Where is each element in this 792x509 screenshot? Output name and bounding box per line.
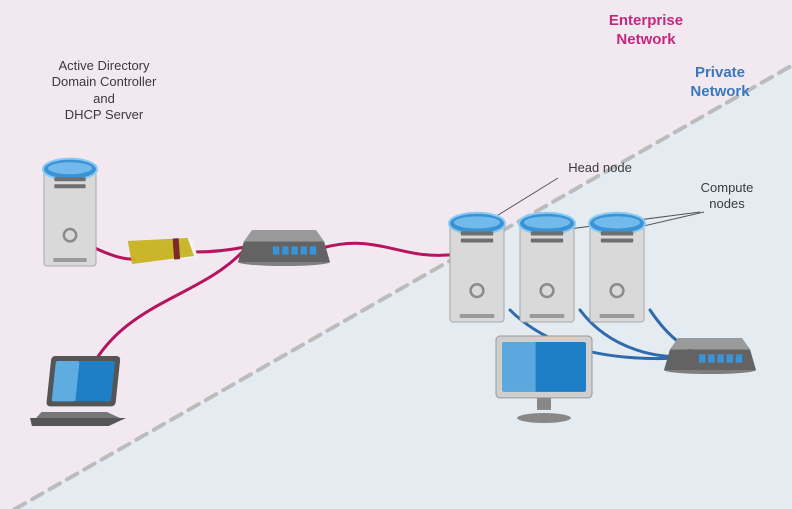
head-node-label: Head node	[540, 160, 660, 176]
compute-node-1-tower	[519, 213, 575, 322]
compute-nodes-label: Compute nodes	[682, 180, 772, 213]
enterprise-network-label: Enterprise Network	[576, 12, 716, 50]
network-diagram: { "canvas":{"w":792,"h":509,"bg_enterpri…	[0, 0, 792, 509]
private-switch	[664, 338, 756, 374]
compute-node-2-tower	[589, 213, 645, 322]
ad-dhcp-label: Active Directory Domain Controller and D…	[24, 58, 184, 123]
private-network-label: Private Network	[660, 64, 780, 102]
enterprise-switch	[238, 230, 330, 266]
ad-server-tower	[43, 159, 97, 266]
head-node-tower	[449, 213, 505, 322]
